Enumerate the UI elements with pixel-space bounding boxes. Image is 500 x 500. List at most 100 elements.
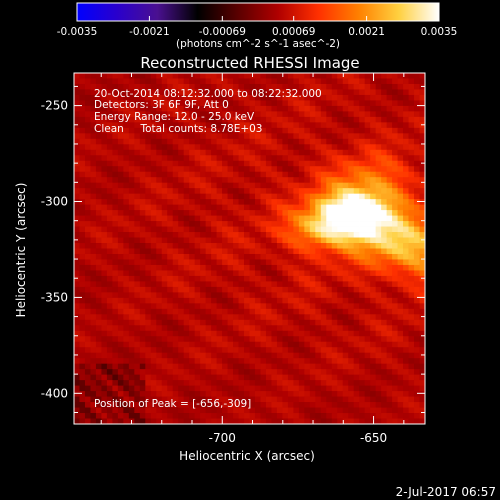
heatmap-cell bbox=[276, 160, 283, 167]
heatmap-cell bbox=[101, 275, 108, 282]
heatmap-cell bbox=[211, 369, 217, 376]
heatmap-cell bbox=[123, 275, 130, 282]
heatmap-cell bbox=[293, 89, 300, 96]
heatmap-cell bbox=[364, 418, 371, 425]
heatmap-cell bbox=[95, 83, 102, 90]
heatmap-cell bbox=[282, 352, 289, 359]
heatmap-cell bbox=[123, 78, 130, 85]
heatmap-cell bbox=[79, 369, 86, 376]
heatmap-cell bbox=[150, 144, 157, 151]
heatmap-cell bbox=[381, 418, 388, 425]
heatmap-cell bbox=[189, 314, 196, 321]
heatmap-cell bbox=[189, 407, 196, 414]
heatmap-cell bbox=[183, 94, 190, 101]
heatmap-cell bbox=[117, 133, 124, 140]
heatmap-cell bbox=[298, 100, 305, 107]
heatmap-cell bbox=[194, 210, 201, 216]
heatmap-cell bbox=[337, 243, 344, 249]
heatmap-cell bbox=[320, 347, 327, 354]
heatmap-cell bbox=[309, 105, 316, 112]
heatmap-cell bbox=[211, 330, 217, 337]
heatmap-cell bbox=[200, 297, 207, 304]
heatmap-cell bbox=[167, 336, 174, 343]
heatmap-cell bbox=[386, 243, 393, 249]
heatmap-cell bbox=[408, 215, 415, 222]
heatmap-cell bbox=[353, 297, 360, 304]
heatmap-cell bbox=[419, 385, 426, 392]
heatmap-cell bbox=[101, 237, 108, 244]
heatmap-cell bbox=[90, 100, 97, 107]
heatmap-cell bbox=[342, 160, 349, 167]
heatmap-cell bbox=[364, 413, 371, 419]
heatmap-cell bbox=[276, 133, 283, 140]
heatmap-cell bbox=[106, 204, 113, 211]
heatmap-cell bbox=[95, 303, 102, 310]
heatmap-cell bbox=[315, 188, 322, 195]
heatmap-cell bbox=[326, 73, 333, 79]
colorbar-tick-label: -0.0021 bbox=[129, 26, 170, 38]
heatmap-cell bbox=[381, 155, 388, 162]
heatmap-cell bbox=[254, 413, 261, 419]
heatmap-cell bbox=[167, 215, 174, 222]
heatmap-cell bbox=[167, 259, 174, 266]
heatmap-cell bbox=[167, 270, 174, 277]
heatmap-cell bbox=[233, 138, 239, 145]
heatmap-cell bbox=[106, 352, 113, 359]
heatmap-cell bbox=[265, 248, 272, 255]
heatmap-cell bbox=[375, 369, 382, 376]
heatmap-cell bbox=[408, 380, 415, 387]
heatmap-cell bbox=[260, 259, 267, 266]
heatmap-cell bbox=[95, 314, 102, 321]
heatmap-cell bbox=[282, 100, 289, 107]
heatmap-cell bbox=[331, 264, 338, 271]
heatmap-cell bbox=[150, 221, 157, 227]
heatmap-cell bbox=[254, 182, 261, 189]
heatmap-cell bbox=[282, 73, 289, 79]
heatmap-cell bbox=[254, 319, 261, 326]
heatmap-cell bbox=[106, 347, 113, 354]
heatmap-cell bbox=[408, 308, 415, 315]
heatmap-cell bbox=[183, 358, 190, 365]
heatmap-cell bbox=[233, 363, 239, 370]
heatmap-cell bbox=[254, 133, 261, 140]
heatmap-cell bbox=[194, 319, 201, 326]
heatmap-cell bbox=[150, 155, 157, 162]
heatmap-cell bbox=[386, 105, 393, 112]
heatmap-cell bbox=[331, 144, 338, 151]
heatmap-cell bbox=[74, 78, 80, 85]
heatmap-cell bbox=[167, 391, 174, 397]
heatmap-cell bbox=[161, 248, 168, 255]
heatmap-cell bbox=[265, 358, 272, 365]
heatmap-cell bbox=[222, 188, 228, 195]
heatmap-cell bbox=[194, 396, 201, 403]
heatmap-cell bbox=[112, 413, 119, 419]
heatmap-cell bbox=[134, 160, 141, 167]
heatmap-cell bbox=[233, 253, 239, 260]
heatmap-cell bbox=[353, 138, 360, 145]
heatmap-cell bbox=[90, 221, 97, 227]
heatmap-cell bbox=[293, 297, 300, 304]
heatmap-cell bbox=[183, 259, 190, 266]
heatmap-cell bbox=[370, 221, 377, 227]
heatmap-cell bbox=[205, 193, 212, 200]
heatmap-cell bbox=[320, 281, 327, 288]
heatmap-cell bbox=[359, 363, 366, 370]
heatmap-cell bbox=[244, 177, 250, 184]
heatmap-cell bbox=[167, 330, 174, 337]
heatmap-cell bbox=[397, 374, 404, 381]
heatmap-cell bbox=[337, 160, 344, 167]
heatmap-cell bbox=[106, 105, 113, 112]
heatmap-cell bbox=[101, 116, 108, 123]
heatmap-cell bbox=[403, 347, 409, 354]
heatmap-cell bbox=[276, 407, 283, 414]
heatmap-cell bbox=[315, 210, 322, 216]
heatmap-cell bbox=[150, 391, 157, 397]
heatmap-cell bbox=[381, 226, 388, 233]
heatmap-cell bbox=[386, 232, 393, 238]
heatmap-cell bbox=[189, 155, 196, 162]
heatmap-cell bbox=[216, 413, 223, 419]
heatmap-cell bbox=[386, 94, 393, 101]
heatmap-cell bbox=[150, 122, 157, 129]
heatmap-cell bbox=[342, 215, 349, 222]
heatmap-cell bbox=[370, 138, 377, 145]
